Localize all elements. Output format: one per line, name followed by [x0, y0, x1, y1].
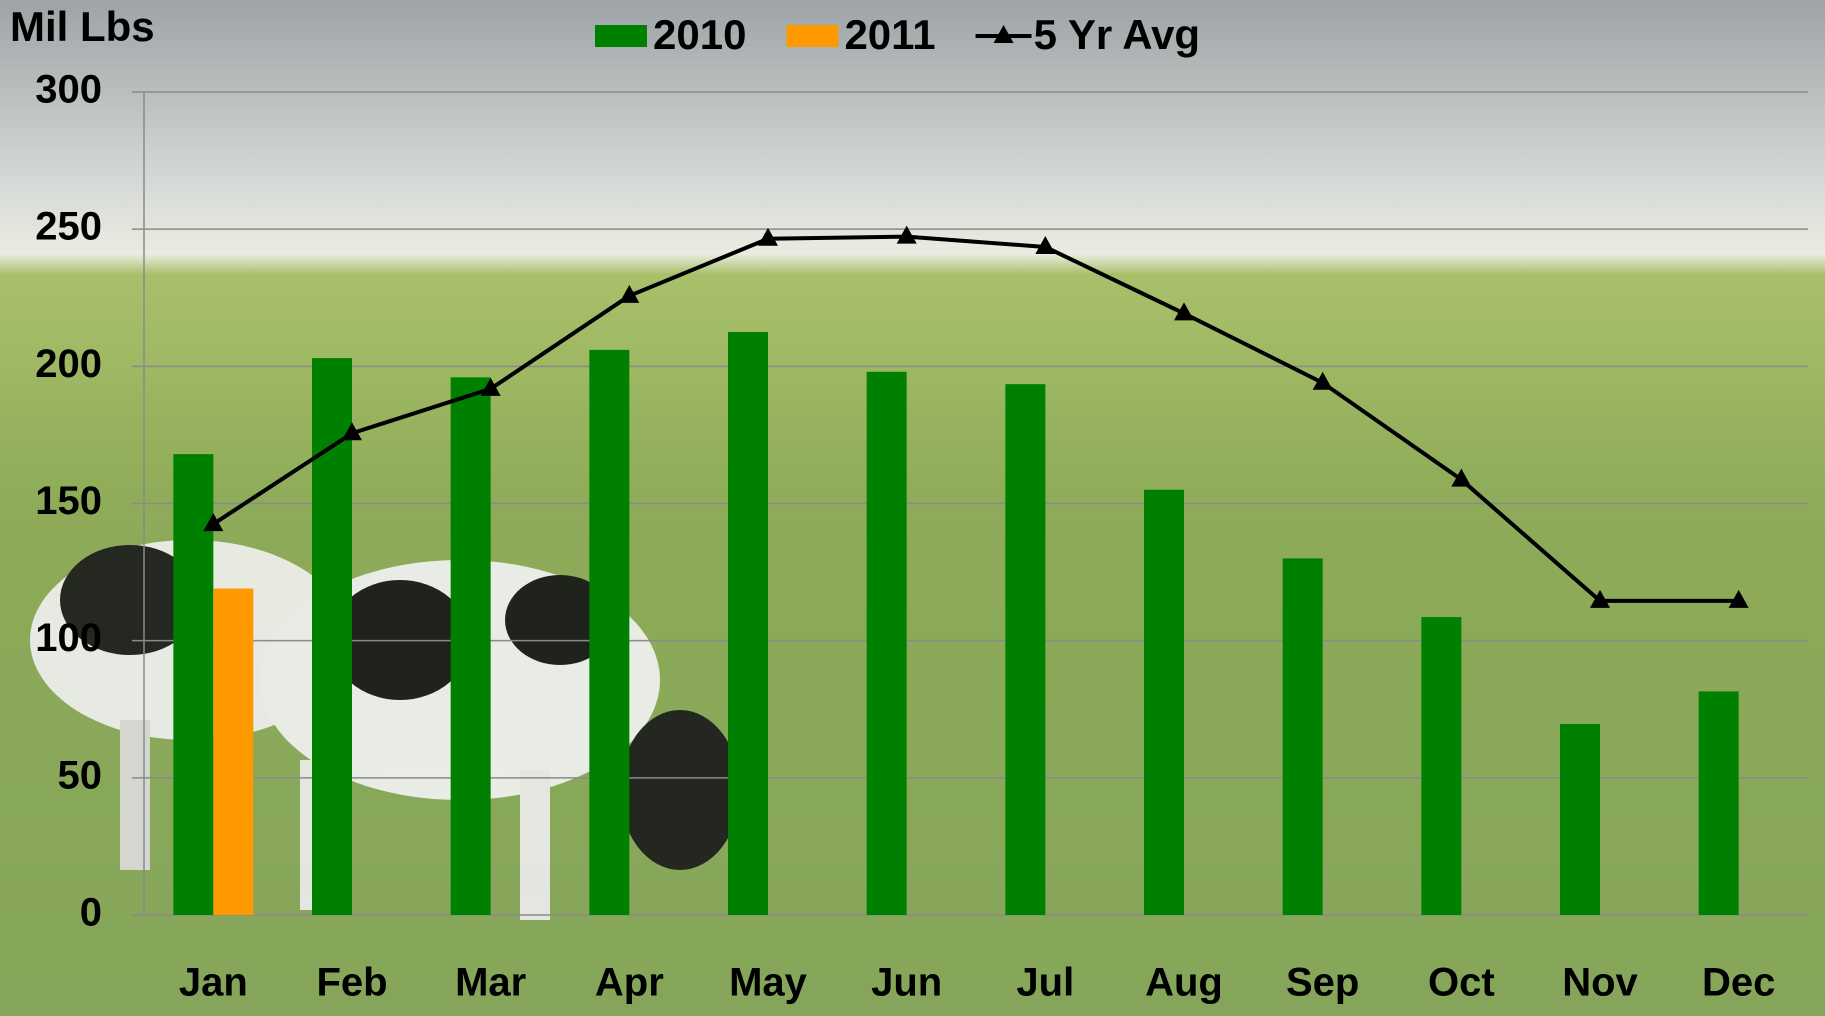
bar [1144, 489, 1184, 915]
y-tick-label: 250 [35, 205, 102, 249]
bar [1005, 384, 1046, 915]
x-tick-label: Feb [316, 961, 387, 1005]
bar [866, 371, 907, 915]
x-tick-label: Jun [871, 961, 942, 1005]
line-marker [619, 284, 640, 303]
bar [173, 454, 214, 915]
bar [312, 358, 352, 915]
legend-label: 2011 [844, 11, 935, 58]
line-marker [1728, 589, 1749, 608]
y-axis-label: Mil Lbs [10, 3, 155, 50]
y-tick-label: 150 [35, 479, 102, 523]
bar [589, 349, 630, 916]
legend-swatch [595, 25, 647, 47]
x-tick-label: Nov [1562, 961, 1638, 1005]
line-marker [1312, 371, 1333, 390]
y-tick-label: 50 [58, 753, 103, 797]
x-tick-label: Apr [595, 961, 664, 1005]
y-tick-label: 300 [35, 68, 102, 112]
x-tick-label: Dec [1702, 961, 1775, 1005]
line [212, 234, 1739, 603]
line-marker [342, 422, 362, 441]
line-marker [480, 377, 501, 396]
bar [1421, 617, 1462, 915]
line-marker [1035, 235, 1056, 254]
x-tick-label: May [729, 961, 808, 1005]
bar [213, 588, 254, 915]
bar [1282, 558, 1323, 915]
legend-label: 2010 [653, 11, 746, 58]
legend-label: 5 Yr Avg [1034, 11, 1201, 58]
x-tick-label: Mar [455, 961, 526, 1005]
y-tick-label: 0 [80, 891, 102, 935]
line-marker [203, 513, 224, 532]
line-marker [1451, 468, 1472, 487]
x-tick-label: Aug [1145, 961, 1223, 1005]
line-marker [896, 225, 917, 244]
x-tick-label: Jan [179, 961, 248, 1005]
legend-swatch [786, 25, 839, 47]
y-tick-label: 100 [35, 616, 102, 660]
line-marker [1590, 589, 1610, 608]
y-tick-label: 200 [35, 342, 102, 386]
legend-swatch-marker [993, 25, 1014, 43]
line-marker [758, 227, 778, 246]
bar [1560, 724, 1600, 915]
x-tick-label: Jul [1016, 961, 1074, 1005]
bar [1698, 691, 1739, 915]
line-marker [1174, 302, 1194, 321]
bar [728, 332, 768, 916]
x-tick-label: Sep [1286, 961, 1359, 1005]
x-tick-label: Oct [1428, 961, 1495, 1005]
bar [450, 377, 491, 916]
